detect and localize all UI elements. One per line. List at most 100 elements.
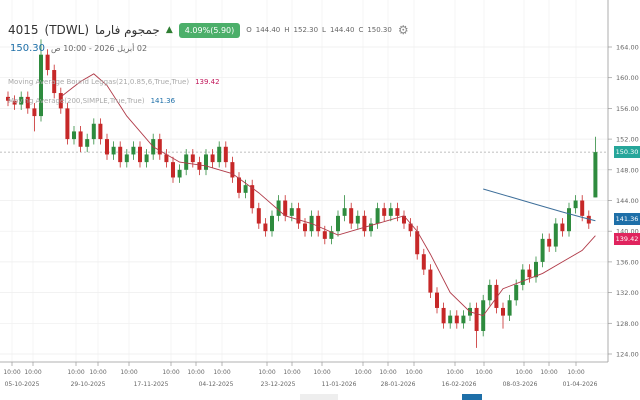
y-tick-label: 128.00 [616, 320, 639, 328]
candle-body [520, 269, 525, 285]
candle-body [171, 162, 175, 178]
time-axis[interactable]: 10:00 10:00 10:00 10:00 10:00 10:00 10:00 10:00… [3, 362, 598, 388]
candle-body [586, 215, 591, 224]
bar-datetime: 02 أبريل 2026 - 10:00 ص [51, 44, 148, 53]
candle [454, 310, 459, 329]
candle-body [98, 123, 103, 140]
candle-body [408, 223, 413, 232]
last-price-tag: 150.30 [614, 146, 640, 159]
x-date-label: 05-10-2025 [5, 381, 40, 388]
candle [131, 141, 136, 160]
candle-body [91, 123, 96, 140]
candle-body [355, 215, 360, 224]
candle-body [72, 131, 76, 140]
candle [184, 149, 189, 176]
candle [210, 149, 215, 168]
x-time-label: 10:00 [283, 369, 300, 376]
high-label: H [284, 26, 290, 34]
x-time-label: 10:00 [24, 369, 41, 376]
candle-body [474, 307, 479, 331]
candle-body [553, 223, 558, 247]
candle-body [138, 146, 142, 163]
candle-body [296, 208, 301, 224]
candle-body [540, 238, 545, 262]
candle [256, 202, 261, 229]
candle [441, 302, 446, 329]
candle-body [362, 215, 367, 232]
candle [448, 310, 453, 329]
candle [355, 210, 360, 229]
x-time-label: 10:00 [567, 369, 584, 376]
legend-value: 139.42 [195, 78, 220, 86]
candle [520, 264, 525, 291]
candle [349, 202, 354, 229]
x-time-label: 10:00 [379, 369, 396, 376]
legend-ma-long[interactable]: Moving Average(200,SIMPLE,True,True) 141.… [8, 97, 175, 105]
candle-body [118, 146, 123, 163]
y-tick-label: 148.00 [616, 166, 639, 174]
legend-label: Moving Average Bound Leggas(21,0.85,6,Tr… [8, 78, 190, 86]
open-label: O [246, 26, 252, 34]
candle [296, 202, 301, 229]
y-tick-label: 140.00 [616, 228, 639, 236]
candle [329, 225, 334, 245]
candle-body [415, 231, 420, 255]
x-time-label: 10:00 [405, 369, 422, 376]
candle-body [421, 254, 426, 270]
candle [72, 126, 76, 145]
candle-body [243, 185, 248, 193]
candle [586, 210, 591, 229]
x-time-label: 10:00 [3, 369, 20, 376]
candle [388, 202, 393, 222]
scroll-thumb[interactable] [300, 394, 338, 400]
candle-body [131, 146, 136, 155]
candle [553, 218, 558, 252]
candle [408, 218, 413, 237]
x-date-label: 29-10-2025 [71, 381, 106, 388]
gear-icon[interactable]: ⚙ [397, 23, 409, 37]
candle [230, 156, 235, 183]
x-time-label: 10:00 [120, 369, 137, 376]
candle [428, 264, 433, 298]
candle-body [39, 54, 43, 117]
candle [19, 91, 24, 110]
legend-ma-short[interactable]: Moving Average Bound Leggas(21,0.85,6,Tr… [8, 78, 220, 86]
candle-body [78, 131, 83, 147]
change-badge: 4.09%(5.90) [178, 22, 241, 38]
price-axis[interactable]: 164.00 160.00 156.00 152.00 148.00 144.00 140.… [608, 44, 639, 359]
candle [362, 210, 367, 237]
candle [91, 118, 96, 145]
y-tick-label: 144.00 [616, 197, 639, 205]
y-tick-label: 152.00 [616, 136, 639, 144]
candle [12, 95, 17, 110]
candle-body [494, 284, 499, 308]
y-tick-label: 156.00 [616, 105, 639, 113]
candle [223, 141, 228, 168]
x-time-label: 10:00 [540, 369, 557, 376]
candle-body [454, 315, 459, 324]
y-tick-label: 132.00 [616, 289, 639, 297]
x-time-label: 10:00 [213, 369, 230, 376]
x-time-label: 10:00 [162, 369, 179, 376]
candle [461, 310, 466, 329]
ma-short-line [60, 73, 596, 317]
candle [421, 248, 426, 275]
candle-body [230, 162, 235, 178]
candle-body [487, 284, 492, 301]
x-time-label: 10:00 [313, 369, 330, 376]
candle [197, 156, 202, 176]
scroll-handle[interactable] [462, 394, 482, 400]
x-date-label: 28-01-2026 [381, 381, 416, 388]
candle-body [428, 269, 433, 293]
candle [6, 91, 10, 107]
candle-body [593, 152, 598, 198]
candle-body [336, 215, 340, 232]
candle-body [270, 215, 274, 232]
candle-body [388, 208, 393, 216]
candle [164, 149, 169, 168]
candle-body [65, 108, 70, 140]
candle-body [250, 185, 255, 209]
candle [375, 202, 380, 229]
